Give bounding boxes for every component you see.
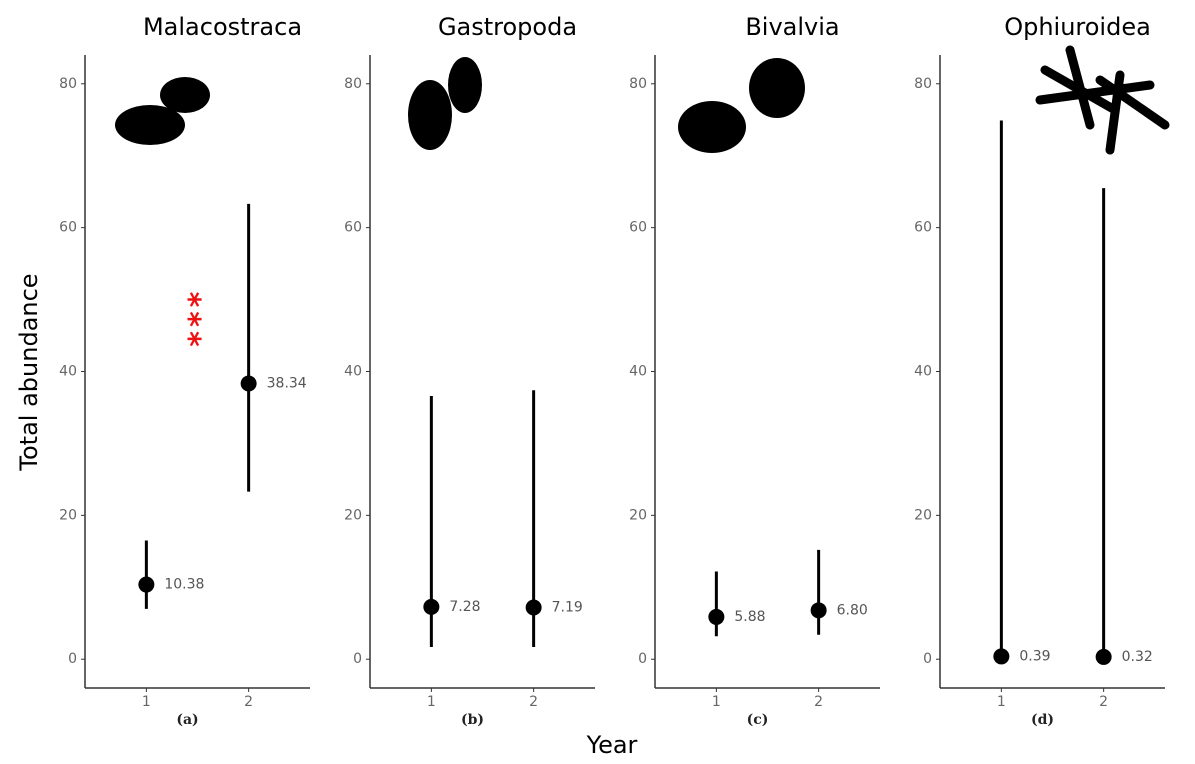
y-axis-label: Total abundance [15, 273, 43, 471]
panel-label: (d) [1031, 712, 1054, 728]
panel-label: (a) [176, 712, 198, 728]
y-tick-label: 40 [344, 364, 362, 380]
point [423, 598, 440, 615]
panel-title: Malacostraca [143, 13, 302, 41]
y-tick-label: 20 [629, 507, 647, 523]
panel-label: (c) [747, 712, 769, 728]
icon [678, 101, 746, 153]
y-tick-label: 20 [914, 507, 932, 523]
x-tick-label: 2 [244, 694, 253, 710]
y-tick-label: 0 [68, 651, 77, 667]
icons [115, 45, 1170, 155]
panel-title: Ophiuroidea [1004, 13, 1151, 41]
value-label: 0.39 [1019, 648, 1050, 664]
value-label: 6.80 [837, 602, 868, 618]
panel-title: Bivalvia [745, 13, 839, 41]
x-tick-label: 2 [1099, 694, 1108, 710]
point [810, 602, 827, 619]
point [1095, 648, 1112, 665]
point [993, 648, 1010, 665]
panel-label: (b) [461, 712, 484, 728]
point [138, 576, 155, 593]
value-label: 7.28 [449, 599, 480, 615]
y-tick-label: 60 [59, 220, 77, 236]
x-axis-label: Year [586, 731, 638, 759]
panel-title: Gastropoda [438, 13, 577, 41]
icon [408, 80, 452, 150]
y-tick-label: 40 [914, 364, 932, 380]
value-label: 7.19 [552, 600, 583, 616]
point [708, 608, 725, 625]
y-tick-label: 80 [914, 76, 932, 92]
y-tick-label: 60 [344, 220, 362, 236]
y-tick-label: 80 [629, 76, 647, 92]
y-tick-label: 80 [344, 76, 362, 92]
icon [1035, 45, 1170, 155]
value-label: 10.38 [164, 577, 204, 593]
point [525, 599, 542, 616]
icon [115, 105, 185, 145]
y-tick-label: 20 [59, 507, 77, 523]
significance: *** [171, 292, 206, 351]
x-tick-label: 1 [712, 694, 721, 710]
icon [749, 58, 805, 118]
icon [448, 57, 482, 113]
value-label: 5.88 [734, 609, 765, 625]
y-tick-label: 0 [638, 651, 647, 667]
x-tick-label: 1 [142, 694, 151, 710]
y-tick-label: 40 [59, 364, 77, 380]
value-label: 0.32 [1122, 649, 1153, 665]
x-tick-label: 1 [997, 694, 1006, 710]
y-tick-label: 0 [353, 651, 362, 667]
y-tick-label: 0 [923, 651, 932, 667]
y-tick-label: 60 [914, 220, 932, 236]
y-tick-label: 20 [344, 507, 362, 523]
x-tick-label: 2 [814, 694, 823, 710]
value-label: 38.34 [267, 375, 307, 391]
y-tick-label: 40 [629, 364, 647, 380]
y-tick-label: 80 [59, 76, 77, 92]
x-tick-label: 1 [427, 694, 436, 710]
x-tick-label: 2 [529, 694, 538, 710]
y-tick-label: 60 [629, 220, 647, 236]
icon [160, 77, 210, 113]
point [240, 375, 257, 392]
